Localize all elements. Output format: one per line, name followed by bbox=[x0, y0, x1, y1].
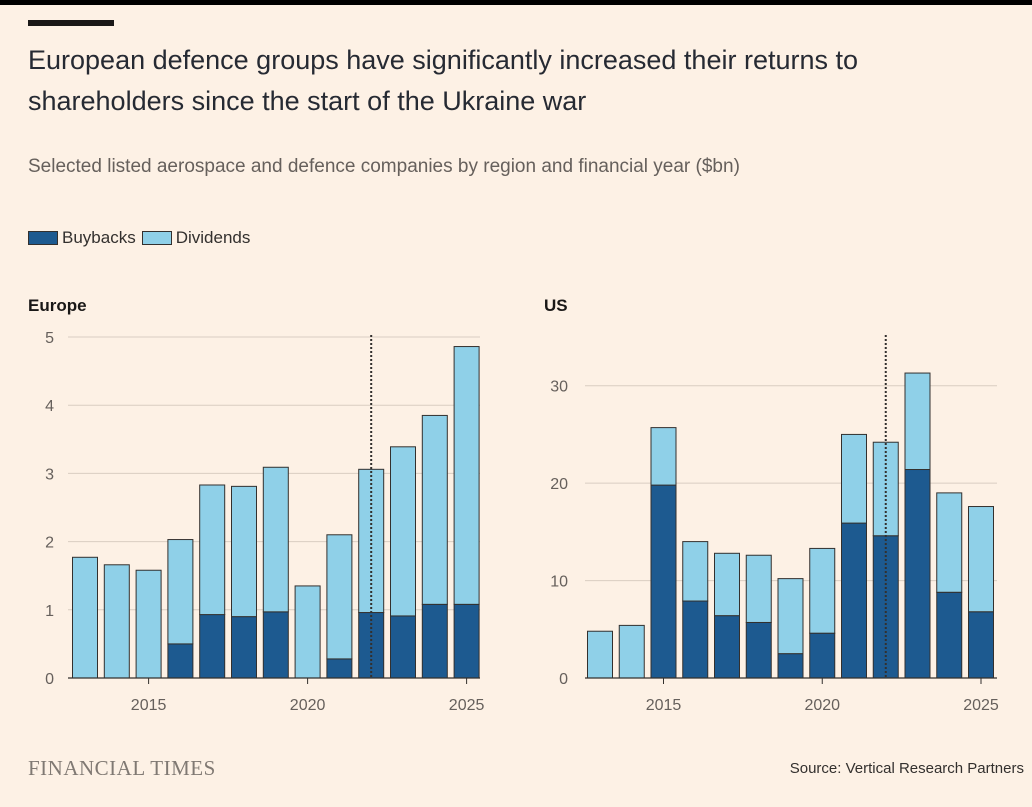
y-tick-label-us-20: 20 bbox=[550, 476, 568, 493]
bar-buybacks-europe-2021 bbox=[326, 658, 353, 679]
y-tick-label-europe-4: 4 bbox=[45, 398, 54, 415]
bar-dividends-europe-2016 bbox=[167, 539, 194, 645]
bar-dividends-us-2024 bbox=[936, 492, 963, 593]
bar-buybacks-europe-2016 bbox=[167, 643, 194, 679]
bar-dividends-us-2018 bbox=[745, 554, 772, 623]
bar-buybacks-us-2024 bbox=[936, 591, 963, 679]
bar-dividends-europe-2025 bbox=[453, 346, 480, 605]
chart-title: European defence groups have significant… bbox=[28, 45, 858, 116]
bar-dividends-europe-2020 bbox=[294, 585, 321, 679]
x-tick-label-us-2020: 2020 bbox=[804, 697, 840, 714]
bar-dividends-europe-2014 bbox=[103, 564, 130, 679]
bar-dividends-europe-2013 bbox=[72, 556, 98, 679]
bar-buybacks-us-2019 bbox=[777, 653, 804, 679]
bar-buybacks-europe-2025 bbox=[453, 603, 480, 679]
bar-dividends-us-2019 bbox=[777, 578, 804, 655]
y-tick-label-us-10: 10 bbox=[550, 574, 568, 591]
bar-buybacks-us-2020 bbox=[809, 632, 836, 679]
title-accent-bar bbox=[28, 20, 114, 26]
y-tick-label-us-30: 30 bbox=[550, 379, 568, 396]
bar-dividends-us-2020 bbox=[809, 547, 836, 634]
bar-buybacks-europe-2018 bbox=[231, 616, 257, 679]
bar-dividends-us-2013 bbox=[587, 630, 613, 679]
bar-dividends-us-2014 bbox=[618, 624, 645, 679]
bar-dividends-europe-2018 bbox=[231, 485, 257, 618]
x-tick-label-us-2015: 2015 bbox=[646, 697, 682, 714]
bar-buybacks-us-2023 bbox=[904, 469, 931, 679]
bar-buybacks-us-2025 bbox=[968, 611, 994, 679]
legend-item-buybacks: Buybacks bbox=[28, 228, 136, 248]
bar-dividends-europe-2024 bbox=[421, 414, 448, 605]
bar-dividends-us-2015 bbox=[650, 427, 677, 486]
bar-buybacks-us-2021 bbox=[841, 522, 867, 679]
ft-brand: FINANCIAL TIMES bbox=[28, 756, 216, 780]
legend-swatch-buybacks bbox=[28, 231, 58, 245]
bar-dividends-us-2016 bbox=[682, 541, 709, 602]
legend-swatch-dividends bbox=[141, 231, 172, 245]
bar-dividends-us-2021 bbox=[841, 433, 867, 524]
legend-label-buybacks: Buybacks bbox=[62, 228, 136, 247]
top-rule bbox=[0, 0, 1032, 5]
bar-dividends-us-2017 bbox=[714, 552, 740, 617]
bar-buybacks-us-2018 bbox=[745, 621, 772, 679]
chart-subtitle: Selected listed aerospace and defence co… bbox=[28, 156, 740, 177]
x-tick-label-us-2025: 2025 bbox=[963, 697, 999, 714]
bar-dividends-europe-2017 bbox=[199, 484, 226, 616]
bar-buybacks-europe-2024 bbox=[421, 603, 448, 679]
bar-dividends-europe-2019 bbox=[262, 466, 289, 613]
bar-dividends-us-2025 bbox=[968, 506, 994, 613]
legend-label-dividends: Dividends bbox=[175, 228, 251, 247]
y-tick-label-europe-1: 1 bbox=[45, 603, 54, 620]
legend: Buybacks Dividends bbox=[28, 228, 256, 248]
bar-buybacks-us-2015 bbox=[650, 484, 677, 679]
panel-title-us: US bbox=[544, 296, 568, 315]
panel-title-europe: Europe bbox=[28, 296, 87, 315]
y-tick-label-europe-3: 3 bbox=[45, 466, 54, 483]
bar-dividends-europe-2021 bbox=[326, 534, 353, 660]
y-tick-label-us-0: 0 bbox=[559, 671, 568, 688]
bar-buybacks-us-2016 bbox=[682, 600, 709, 679]
legend-item-dividends: Dividends bbox=[141, 228, 251, 248]
y-tick-label-europe-5: 5 bbox=[45, 330, 54, 347]
y-tick-label-europe-0: 0 bbox=[45, 671, 54, 688]
bar-buybacks-europe-2023 bbox=[390, 615, 416, 679]
bar-dividends-europe-2015 bbox=[135, 569, 162, 679]
y-tick-label-europe-2: 2 bbox=[45, 535, 54, 552]
bar-buybacks-europe-2019 bbox=[262, 611, 289, 679]
source-note: Source: Vertical Research Partners bbox=[789, 760, 1024, 777]
x-tick-label-europe-2015: 2015 bbox=[131, 697, 167, 714]
bar-dividends-us-2023 bbox=[904, 372, 931, 471]
bar-dividends-europe-2023 bbox=[390, 446, 416, 617]
bar-buybacks-us-2017 bbox=[714, 615, 740, 679]
x-tick-label-europe-2025: 2025 bbox=[449, 697, 485, 714]
bar-buybacks-europe-2017 bbox=[199, 614, 226, 679]
x-tick-label-europe-2020: 2020 bbox=[290, 697, 326, 714]
